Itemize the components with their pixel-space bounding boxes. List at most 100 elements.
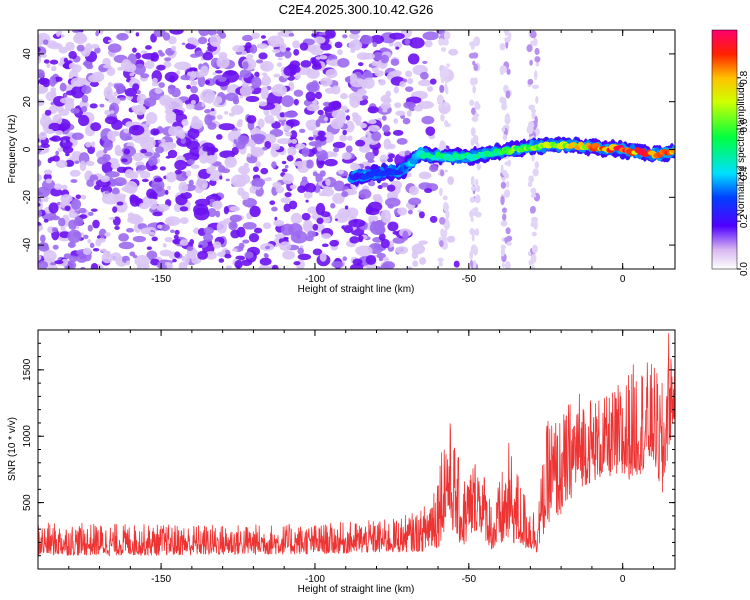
- noise-streak: [500, 164, 504, 174]
- noise-blob: [219, 175, 223, 180]
- noise-streak: [476, 184, 481, 193]
- noise-blob: [392, 237, 406, 244]
- noise-blob: [78, 207, 87, 214]
- noise-blob: [293, 89, 304, 97]
- noise-blob: [388, 153, 395, 159]
- page-title: C2E4.2025.300.10.42.G26: [278, 2, 434, 17]
- noise-blob: [273, 219, 285, 227]
- noise-blob: [239, 69, 252, 79]
- noise-blob: [38, 173, 42, 182]
- noise-blob: [186, 84, 192, 90]
- noise-blob: [344, 205, 349, 210]
- noise-blob: [289, 130, 298, 140]
- noise-blob: [101, 193, 119, 205]
- noise-streak: [527, 78, 534, 85]
- noise-blob: [163, 61, 172, 68]
- noise-blob: [349, 73, 358, 84]
- noise-blob: [393, 118, 399, 124]
- noise-blob: [363, 77, 375, 89]
- noise-blob: [60, 34, 65, 38]
- noise-streak: [438, 261, 443, 267]
- noise-blob: [65, 152, 70, 157]
- noise-blob: [312, 223, 319, 231]
- noise-blob: [424, 188, 433, 194]
- noise-blob: [173, 234, 179, 240]
- noise-blob: [70, 198, 82, 211]
- noise-blob: [374, 219, 385, 227]
- noise-blob: [344, 120, 355, 133]
- noise-blob: [141, 178, 149, 183]
- noise-blob: [80, 266, 86, 269]
- noise-blob: [58, 46, 68, 54]
- noise-blob: [151, 236, 158, 242]
- noise-blob: [150, 128, 160, 136]
- noise-blob: [49, 137, 57, 141]
- noise-blob: [107, 82, 113, 88]
- noise-blob: [216, 114, 223, 120]
- noise-blob: [129, 195, 141, 207]
- noise-streak: [469, 99, 475, 107]
- noise-blob: [47, 42, 63, 50]
- noise-blob: [349, 96, 361, 108]
- spectrogram-xtick-label: 0: [620, 274, 626, 285]
- noise-blob: [164, 189, 169, 195]
- noise-blob: [383, 97, 392, 104]
- noise-blob: [256, 43, 269, 49]
- noise-blob: [154, 87, 163, 94]
- noise-blob: [68, 50, 77, 60]
- noise-streak: [528, 259, 534, 266]
- noise-blob: [255, 161, 261, 168]
- noise-blob: [59, 97, 75, 104]
- noise-blob: [198, 244, 203, 249]
- noise-blob: [189, 239, 195, 245]
- noise-streak: [528, 104, 535, 111]
- noise-blob: [421, 115, 435, 125]
- noise-blob: [110, 162, 121, 170]
- noise-blob: [286, 119, 300, 127]
- noise-blob: [100, 175, 110, 183]
- noise-streak: [439, 187, 443, 197]
- noise-blob: [446, 235, 456, 243]
- noise-blob: [317, 130, 326, 137]
- noise-blob: [178, 261, 188, 269]
- noise-blob: [178, 132, 186, 139]
- noise-streak: [444, 219, 451, 230]
- noise-blob: [390, 58, 400, 66]
- noise-blob: [216, 56, 230, 69]
- noise-streak: [500, 195, 505, 206]
- noise-blob: [132, 83, 140, 91]
- noise-blob: [148, 156, 158, 167]
- noise-blob: [247, 153, 252, 158]
- noise-blob: [293, 261, 301, 266]
- noise-blob: [207, 208, 217, 218]
- noise-blob: [181, 42, 186, 46]
- noise-blob: [39, 54, 47, 58]
- noise-blob: [239, 85, 253, 97]
- noise-streak: [476, 163, 481, 171]
- noise-blob: [151, 77, 158, 84]
- noise-blob: [260, 81, 266, 86]
- noise-streak: [475, 178, 479, 187]
- noise-streak: [501, 65, 507, 74]
- noise-blob: [301, 212, 311, 221]
- noise-streak: [473, 63, 479, 72]
- noise-streak: [437, 257, 444, 262]
- noise-blob: [344, 76, 351, 83]
- noise-blob: [331, 109, 346, 119]
- noise-streak: [469, 196, 475, 204]
- noise-blob: [135, 52, 142, 60]
- noise-blob: [133, 63, 146, 75]
- noise-blob: [408, 37, 425, 49]
- noise-blob: [341, 152, 352, 160]
- noise-blob: [111, 187, 120, 196]
- noise-streak: [534, 115, 538, 125]
- noise-blob: [403, 101, 416, 109]
- noise-blob: [307, 126, 316, 131]
- noise-blob: [248, 232, 260, 243]
- noise-blob: [132, 47, 137, 53]
- noise-blob: [339, 134, 348, 142]
- noise-blob: [125, 227, 135, 233]
- noise-blob: [380, 102, 391, 110]
- noise-blob: [69, 255, 78, 263]
- noise-blob: [51, 215, 60, 221]
